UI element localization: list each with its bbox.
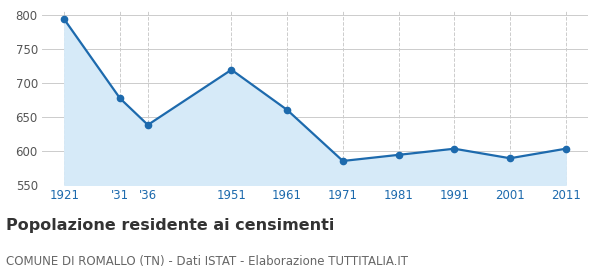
Text: Popolazione residente ai censimenti: Popolazione residente ai censimenti <box>6 218 334 234</box>
Text: COMUNE DI ROMALLO (TN) - Dati ISTAT - Elaborazione TUTTITALIA.IT: COMUNE DI ROMALLO (TN) - Dati ISTAT - El… <box>6 255 408 268</box>
